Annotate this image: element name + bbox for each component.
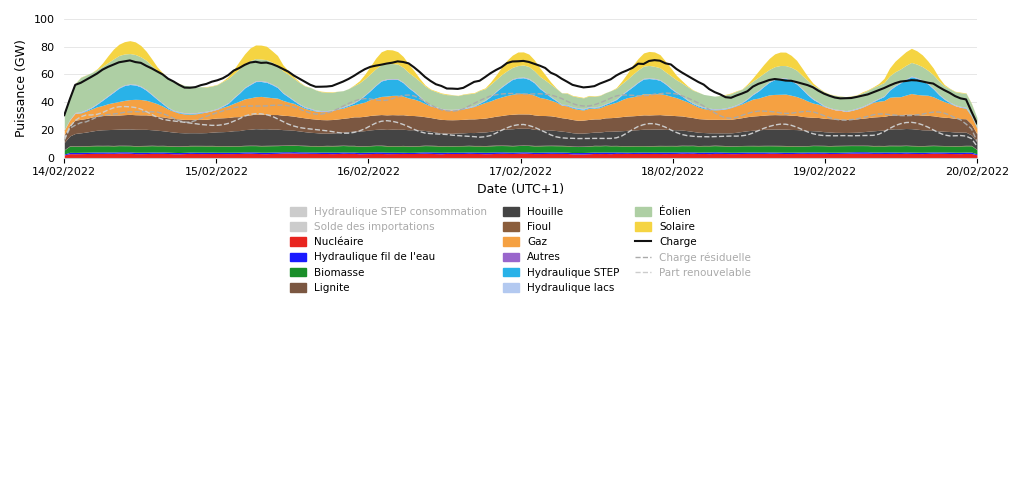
X-axis label: Date (UTC+1): Date (UTC+1) <box>477 183 564 196</box>
Y-axis label: Puissance (GW): Puissance (GW) <box>15 39 28 137</box>
Legend: Hydraulique STEP consommation, Solde des importations, Nucléaire, Hydraulique fi: Hydraulique STEP consommation, Solde des… <box>286 202 756 298</box>
